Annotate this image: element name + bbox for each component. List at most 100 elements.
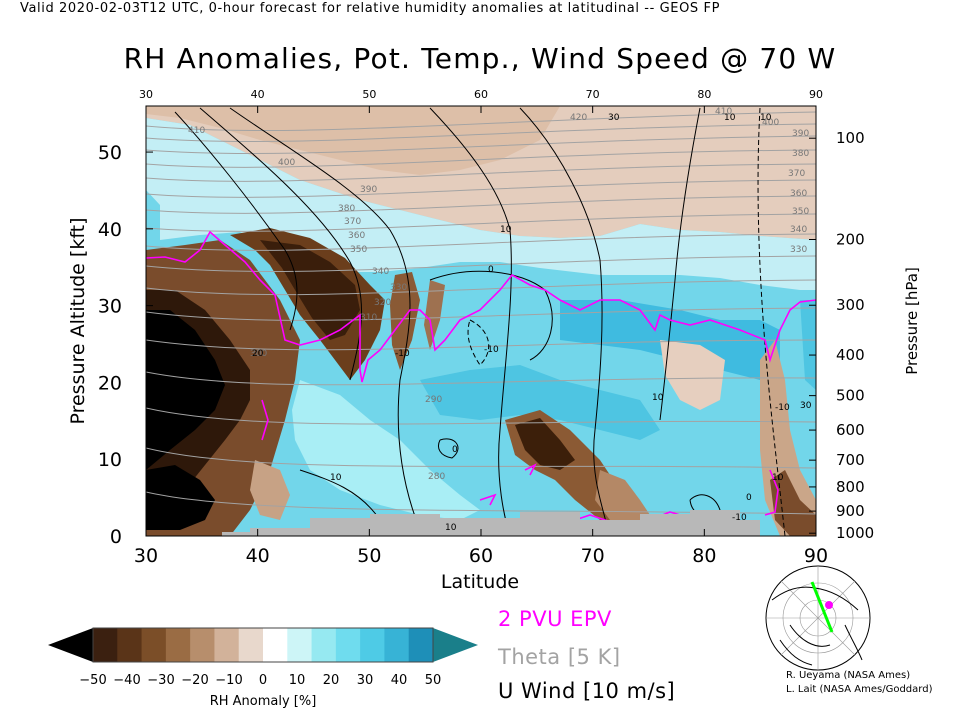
colorbar-tick-label: 20 bbox=[323, 673, 340, 688]
y-tick-label-right: 900 bbox=[836, 502, 865, 520]
credit-line-2: L. Lait (NASA Ames/Goddard) bbox=[786, 684, 933, 695]
y-tick-label-right: 800 bbox=[836, 478, 865, 496]
colorbar-cell bbox=[165, 628, 191, 662]
y-tick-label-right: 500 bbox=[836, 387, 865, 405]
x-tick-label: 60 bbox=[469, 545, 493, 567]
wind-label: 10 bbox=[445, 523, 457, 533]
wind-label: 10 bbox=[652, 393, 664, 403]
epv-contour bbox=[146, 230, 816, 383]
colorbar-low-arrow bbox=[48, 628, 93, 662]
colorbar-cell bbox=[360, 628, 385, 662]
theta-label: 360 bbox=[790, 189, 807, 199]
wind-label: 10 bbox=[330, 473, 342, 483]
y-tick-labels-left: 0 10 20 30 40 50 bbox=[98, 142, 122, 548]
x-tick-label-top: 70 bbox=[586, 88, 600, 101]
y-tick-label-right: 1000 bbox=[836, 524, 874, 542]
wind-label: 10 bbox=[500, 225, 512, 235]
colorbar-tick-label: −20 bbox=[181, 673, 208, 688]
wind-label: 10 bbox=[772, 473, 784, 483]
wind-label: -10 bbox=[484, 345, 499, 355]
y-tick-label-right: 400 bbox=[836, 346, 865, 364]
wind-label: -10 bbox=[732, 513, 747, 523]
x-tick-label-top: 90 bbox=[809, 88, 823, 101]
wind-label: -10 bbox=[775, 403, 790, 413]
x-tick-label-top: 50 bbox=[362, 88, 376, 101]
theta-label: 330 bbox=[390, 283, 407, 293]
theta-label: 340 bbox=[372, 267, 389, 277]
theta-label: 370 bbox=[344, 217, 361, 227]
y-tick-label-right: 300 bbox=[836, 296, 865, 314]
theta-label: 340 bbox=[790, 225, 807, 235]
wind-label: 10 bbox=[724, 113, 736, 123]
theta-label-group: 4104003903803703603503403303203103002902… bbox=[188, 107, 809, 482]
colorbar-cell bbox=[238, 628, 264, 662]
theta-label: 380 bbox=[338, 204, 355, 214]
topography bbox=[222, 510, 760, 536]
y-tick-label-left: 40 bbox=[98, 219, 122, 241]
y-tick-label-left: 0 bbox=[110, 526, 122, 548]
colorbar-tick-label: −40 bbox=[113, 673, 140, 688]
x-tick-label: 40 bbox=[246, 545, 270, 567]
header-text: Valid 2020-02-03T12 UTC, 0-hour forecast… bbox=[20, 1, 721, 16]
colorbar-cell bbox=[335, 628, 361, 662]
x-axis-label: Latitude bbox=[441, 571, 519, 593]
colorbar-cell bbox=[287, 628, 313, 662]
x-tick-label-top: 60 bbox=[474, 88, 488, 101]
colorbar-tick-label: 0 bbox=[259, 673, 267, 688]
colorbar-cells bbox=[93, 628, 434, 662]
colorbar-cell bbox=[263, 628, 288, 662]
theta-label: 360 bbox=[348, 231, 365, 241]
colorbar-tick-label: 40 bbox=[391, 673, 408, 688]
legend-theta: Theta [5 K] bbox=[497, 645, 621, 669]
colorbar-label: RH Anomaly [%] bbox=[210, 694, 317, 709]
axis-tick-marks bbox=[145, 106, 817, 537]
colorbar-high-arrow bbox=[433, 628, 478, 662]
y-axis-label-right: Pressure [hPa] bbox=[903, 267, 921, 375]
colorbar-cell bbox=[117, 628, 143, 662]
x-tick-label: 30 bbox=[134, 545, 158, 567]
theta-label: 400 bbox=[762, 118, 779, 128]
x-tick-labels-top: 30 40 50 60 70 80 90 bbox=[139, 88, 823, 101]
colorbar-cell bbox=[190, 628, 215, 662]
theta-label: 410 bbox=[188, 126, 205, 136]
theta-label: 290 bbox=[425, 395, 442, 405]
wind-label: -10 bbox=[395, 349, 410, 359]
theta-label: 370 bbox=[788, 169, 805, 179]
colorbar-tick-label: 10 bbox=[289, 673, 306, 688]
y-tick-labels-right: 1000 900 800 700 600 500 400 300 200 100 bbox=[836, 129, 874, 542]
y-tick-label-left: 10 bbox=[98, 449, 122, 471]
theta-label: 350 bbox=[350, 245, 367, 255]
y-tick-label-right: 600 bbox=[836, 421, 865, 439]
y-tick-label-right: 100 bbox=[836, 129, 865, 147]
colorbar-tick-label: 50 bbox=[425, 673, 442, 688]
x-tick-label: 50 bbox=[357, 545, 381, 567]
rh-field: 4104003903803703603503403303203103002902… bbox=[146, 106, 816, 536]
x-tick-label: 80 bbox=[692, 545, 716, 567]
theta-label: 390 bbox=[792, 129, 809, 139]
wind-label: 30 bbox=[800, 401, 812, 411]
colorbar-cell bbox=[214, 628, 240, 662]
credit-line-1: R. Ueyama (NASA Ames) bbox=[786, 670, 910, 681]
wind-label: 10 bbox=[760, 113, 772, 123]
colorbar-cell bbox=[384, 628, 410, 662]
theta-label: 300 bbox=[250, 349, 267, 359]
theta-label: 410 bbox=[715, 107, 732, 117]
y-tick-label-left: 50 bbox=[98, 142, 122, 164]
inset-map bbox=[765, 565, 871, 671]
wind-label: 0 bbox=[452, 445, 458, 455]
wind-label: 30 bbox=[608, 113, 620, 123]
chart-title: RH Anomalies, Pot. Temp., Wind Speed @ 7… bbox=[123, 42, 837, 75]
colorbar-tick-label: −50 bbox=[79, 673, 106, 688]
theta-label: 380 bbox=[792, 149, 809, 159]
x-tick-label-top: 40 bbox=[251, 88, 265, 101]
colorbar-tick-labels: −50 −40 −30 −20 −10 0 10 20 30 40 50 bbox=[79, 673, 441, 688]
y-tick-label-right: 700 bbox=[836, 451, 865, 469]
x-tick-label: 90 bbox=[804, 545, 828, 567]
theta-label: 320 bbox=[374, 298, 391, 308]
x-tick-label-top: 30 bbox=[139, 88, 153, 101]
theta-label: 420 bbox=[570, 113, 587, 123]
theta-label: 390 bbox=[360, 185, 377, 195]
wind-label: 20 bbox=[252, 349, 264, 359]
